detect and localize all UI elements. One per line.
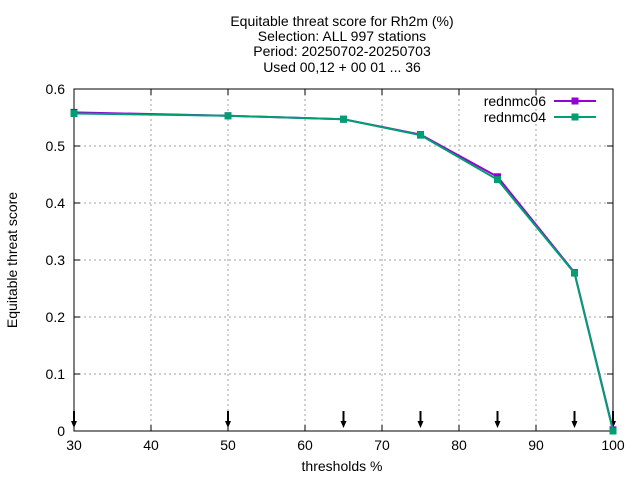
data-point-rednmc04 [417,131,424,139]
x-tick-label: 90 [528,437,544,453]
y-tick-label: 0.6 [46,81,66,97]
legend-marker-rednmc04 [571,113,579,121]
title-line-2: Selection: ALL 997 stations [258,28,426,44]
data-point-rednmc04 [571,269,578,277]
data-point-rednmc04 [340,115,347,123]
data-point-rednmc04 [70,110,78,118]
axis-ticks: 30 40 50 60 70 80 90 100 0 0.1 0.2 0.3 0.4 0.5 0.6 [46,81,625,453]
threshold-arrow-head [340,421,347,428]
y-tick-label: 0.5 [46,138,66,154]
y-tick-label: 0.4 [46,195,66,211]
threshold-arrow-head [71,421,77,428]
data-point-rednmc04 [494,176,501,184]
x-tick-label: 80 [451,437,467,453]
y-tick-label: 0.2 [46,309,66,325]
x-axis-label: thresholds % [302,458,383,474]
x-tick-label: 50 [220,437,236,453]
legend-label-rednmc04: rednmc04 [484,109,546,125]
x-tick-label: 30 [66,437,82,453]
title-line-4: Used 00,12 + 00 01 ... 36 [263,59,421,75]
threshold-arrow-head [225,421,231,428]
threshold-arrow-head [417,421,424,428]
plot-frame [73,88,614,432]
legend-marker-rednmc06 [571,97,579,105]
threshold-arrow-head [494,421,501,428]
threshold-arrow-head [571,421,578,428]
data-point-rednmc04 [609,427,617,435]
series [70,108,617,435]
threshold-arrows [71,411,616,428]
y-tick-label: 0 [57,423,65,439]
x-tick-label: 40 [143,437,159,453]
title-line-1: Equitable threat score for Rh2m (%) [230,13,453,29]
y-tick-label: 0.3 [46,252,66,268]
y-tick-label: 0.1 [46,366,66,382]
legend-label-rednmc06: rednmc06 [484,93,546,109]
series-line-rednmc04 [73,112,614,432]
y-axis-label: Equitable threat score [4,192,20,328]
chart-title: Equitable threat score for Rh2m (%) Sele… [230,13,453,75]
x-tick-label: 60 [297,437,313,453]
grid [74,89,613,431]
x-tick-label: 70 [374,437,390,453]
title-line-3: Period: 20250702-20250703 [253,43,431,59]
data-point-rednmc04 [224,112,232,120]
series-line-rednmc06 [73,111,614,431]
x-tick-label: 100 [601,437,625,453]
